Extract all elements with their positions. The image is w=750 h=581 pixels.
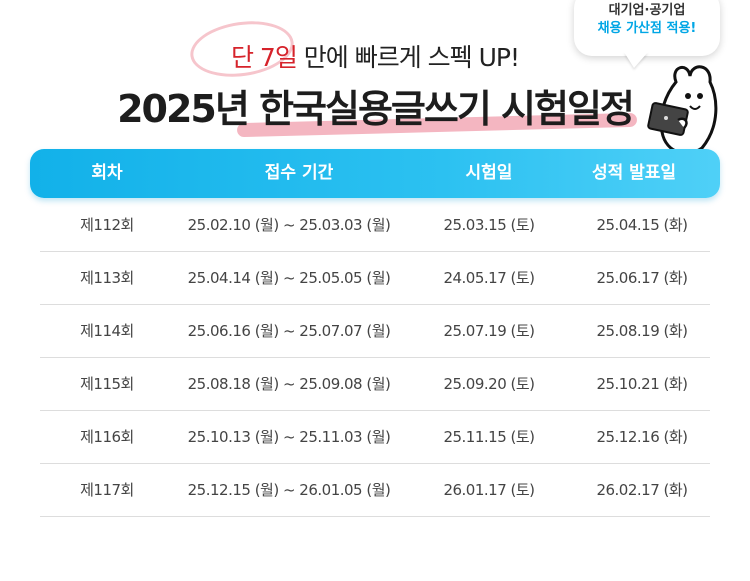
title-exam: 한국실용글쓰기 시험일정 xyxy=(259,87,635,131)
cell-exam-date: 25.07.19 (토) xyxy=(443,322,535,340)
cell-result-date: 25.04.15 (화) xyxy=(596,216,688,234)
cell-result-date: 25.06.17 (화) xyxy=(596,269,688,287)
table-row: 제113회 25.04.14 (월) ~ 25.05.05 (월) 24.05.… xyxy=(40,252,710,305)
cell-round: 제117회 xyxy=(80,481,134,499)
cell-result-date: 26.02.17 (화) xyxy=(596,481,688,499)
schedule-table: 제112회 25.02.10 (월) ~ 25.03.03 (월) 25.03.… xyxy=(40,199,710,517)
cell-exam-date: 26.01.17 (토) xyxy=(443,481,535,499)
cell-result-date: 25.10.21 (화) xyxy=(596,375,688,393)
column-header-result-date: 성적 발표일 xyxy=(591,163,677,183)
cell-exam-date: 25.03.15 (토) xyxy=(443,216,535,234)
table-row: 제117회 25.12.15 (월) ~ 26.01.05 (월) 26.01.… xyxy=(40,464,710,517)
page-title: 2025년 한국실용글쓰기 시험일정 xyxy=(0,78,750,133)
table-row: 제114회 25.06.16 (월) ~ 25.07.07 (월) 25.07.… xyxy=(40,305,710,358)
column-header-exam-date: 시험일 xyxy=(465,163,513,183)
column-header-round: 회차 xyxy=(91,163,123,183)
cell-period: 25.02.10 (월) ~ 25.03.03 (월) xyxy=(187,216,391,234)
cell-result-date: 25.08.19 (화) xyxy=(596,322,688,340)
column-header-period: 접수 기간 xyxy=(264,163,334,183)
bubble-line-1: 대기업·공기업 xyxy=(608,3,686,18)
speech-bubble: 대기업·공기업 채용 가산점 적용! xyxy=(574,0,720,56)
table-row: 제115회 25.08.18 (월) ~ 25.09.08 (월) 25.09.… xyxy=(40,358,710,411)
table-header: 회차 접수 기간 시험일 성적 발표일 xyxy=(30,149,720,198)
table-row: 제112회 25.02.10 (월) ~ 25.03.03 (월) 25.03.… xyxy=(40,199,710,252)
cell-exam-date: 25.11.15 (토) xyxy=(443,428,535,446)
speech-bubble-tail xyxy=(624,52,648,68)
bubble-line-2: 채용 가산점 적용! xyxy=(597,21,697,36)
cell-round: 제116회 xyxy=(80,428,134,446)
cell-period: 25.10.13 (월) ~ 25.11.03 (월) xyxy=(187,428,391,446)
cell-period: 25.04.14 (월) ~ 25.05.05 (월) xyxy=(187,269,391,287)
cell-period: 25.08.18 (월) ~ 25.09.08 (월) xyxy=(187,375,391,393)
cell-round: 제112회 xyxy=(80,216,134,234)
cell-round: 제114회 xyxy=(80,322,134,340)
table-row: 제116회 25.10.13 (월) ~ 25.11.03 (월) 25.11.… xyxy=(40,411,710,464)
subtitle-accent: 단 7일 xyxy=(230,43,298,72)
cell-period: 25.06.16 (월) ~ 25.07.07 (월) xyxy=(187,322,391,340)
cell-exam-date: 24.05.17 (토) xyxy=(443,269,535,287)
mascot-character-icon xyxy=(647,65,718,155)
hero-banner: 단 7일 만에 빠르게 스펙 UP! 2025년 한국실용글쓰기 시험일정 대기… xyxy=(0,0,750,155)
subtitle: 단 7일 만에 빠르게 스펙 UP! xyxy=(0,38,750,74)
cell-round: 제113회 xyxy=(80,269,134,287)
cell-result-date: 25.12.16 (화) xyxy=(596,428,688,446)
subtitle-rest: 만에 빠르게 스펙 UP! xyxy=(296,43,520,72)
cell-period: 25.12.15 (월) ~ 26.01.05 (월) xyxy=(187,481,391,499)
title-year: 2025년 xyxy=(117,87,250,131)
cell-round: 제115회 xyxy=(80,375,134,393)
cell-exam-date: 25.09.20 (토) xyxy=(443,375,535,393)
